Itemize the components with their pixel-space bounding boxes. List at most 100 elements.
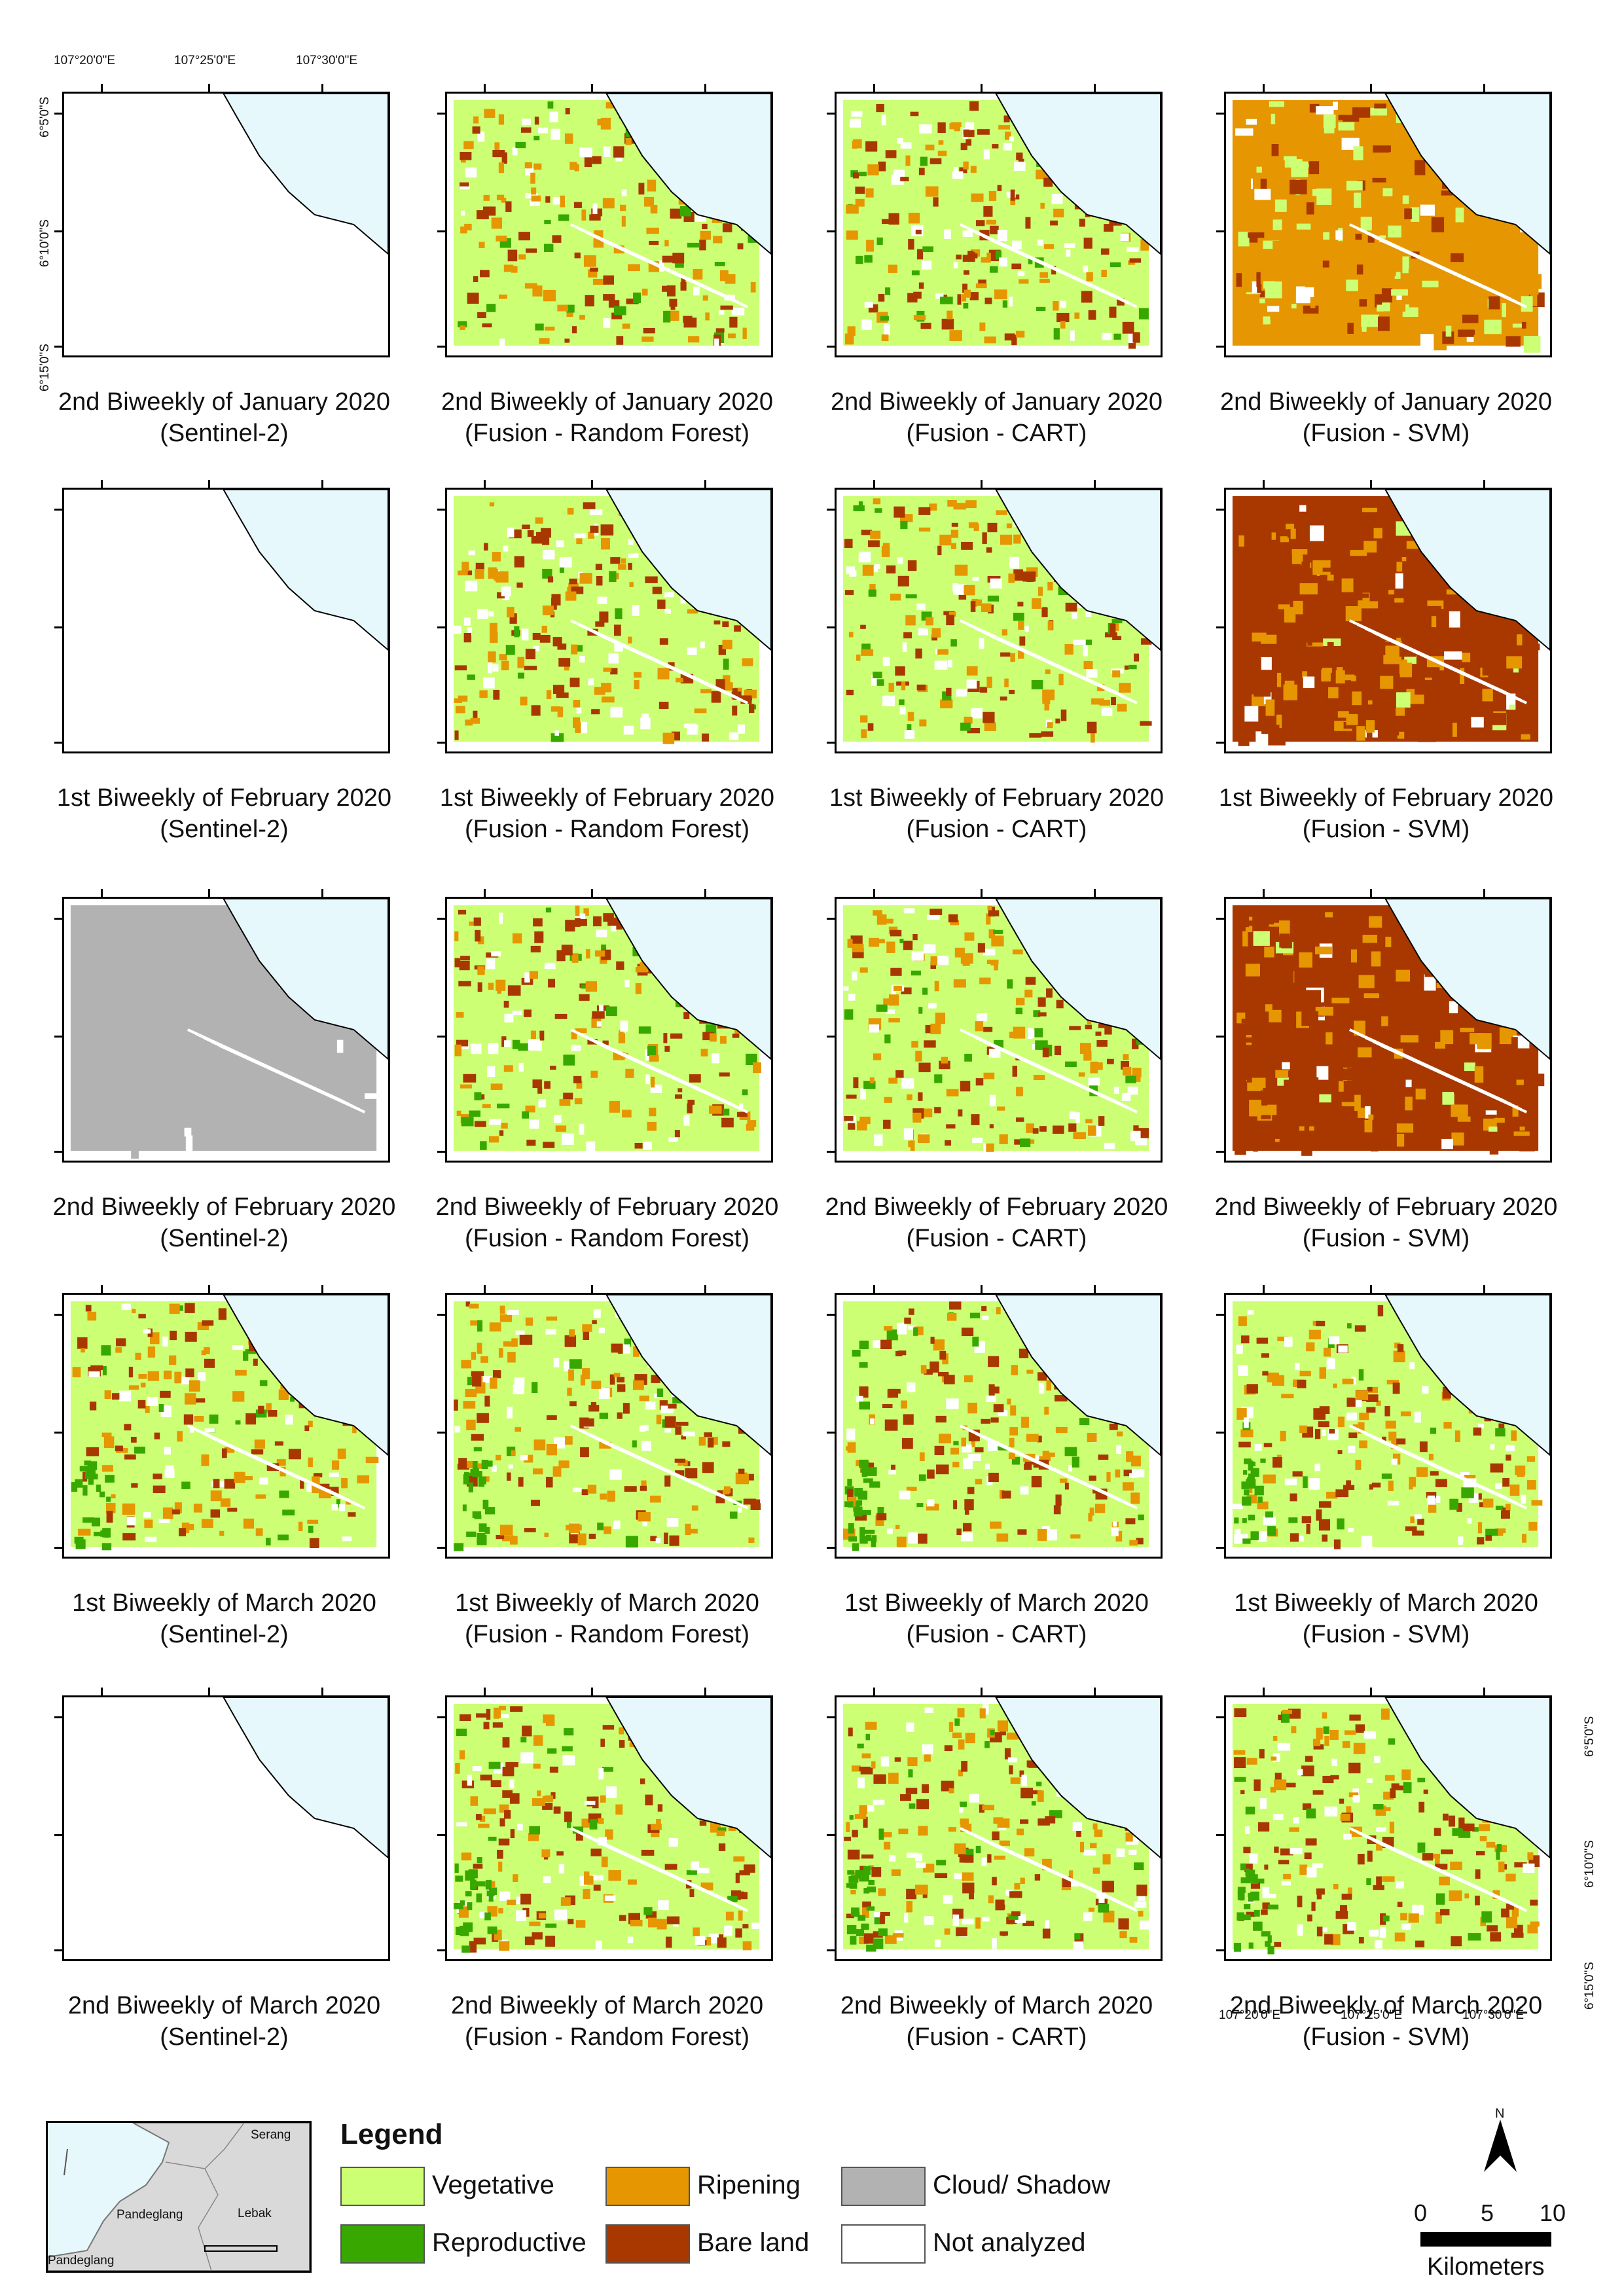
class-patch <box>1068 1870 1074 1880</box>
class-patch <box>971 193 984 202</box>
class-patch <box>981 1419 991 1424</box>
class-patch <box>977 129 990 135</box>
class-patch <box>1014 161 1026 172</box>
class-patch <box>1495 1428 1506 1437</box>
class-patch <box>1420 1110 1432 1116</box>
class-patch <box>1284 1782 1296 1788</box>
lat-tick <box>1216 1151 1224 1153</box>
class-patch <box>863 1816 868 1828</box>
class-patch <box>1512 323 1525 328</box>
class-patch <box>1297 565 1302 570</box>
class-patch <box>1475 1053 1482 1066</box>
class-patch <box>1241 552 1252 560</box>
class-patch <box>1256 272 1261 287</box>
class-patch <box>1234 1757 1246 1768</box>
class-patch <box>1315 1007 1333 1016</box>
class-patch <box>135 1352 141 1360</box>
class-patch <box>1301 1765 1314 1777</box>
class-patch <box>1083 660 1093 669</box>
class-patch <box>979 687 988 693</box>
class-patch <box>1043 177 1053 187</box>
class-patch <box>605 1829 613 1840</box>
class-patch <box>575 918 581 927</box>
class-patch <box>901 1400 907 1409</box>
class-patch <box>929 1361 939 1373</box>
class-patch <box>848 632 854 638</box>
class-patch <box>479 1911 488 1919</box>
reproductive-patch <box>1236 1912 1244 1921</box>
class-patch <box>721 1117 734 1128</box>
class-patch <box>1323 135 1342 141</box>
class-patch <box>1240 1081 1248 1094</box>
class-patch <box>604 1526 611 1534</box>
map-panel-r2-c2 <box>445 488 773 753</box>
class-patch <box>928 1002 937 1009</box>
class-patch <box>861 649 874 656</box>
class-patch <box>1269 101 1285 107</box>
class-patch <box>1435 1911 1442 1924</box>
class-patch <box>856 1396 863 1403</box>
class-patch <box>579 656 585 663</box>
class-patch <box>158 1403 164 1412</box>
class-patch <box>1390 1788 1396 1799</box>
class-patch <box>957 980 965 987</box>
class-patch <box>1362 618 1378 629</box>
class-patch <box>859 1341 869 1350</box>
class-patch <box>1374 1940 1382 1949</box>
class-patch <box>1274 1942 1282 1947</box>
class-patch <box>1248 657 1261 673</box>
class-patch <box>683 1012 690 1019</box>
class-patch <box>467 674 475 680</box>
class-patch <box>1091 732 1095 743</box>
class-patch <box>625 1536 638 1548</box>
class-patch <box>964 289 971 298</box>
class-patch <box>1055 718 1060 724</box>
class-patch <box>1513 1131 1530 1136</box>
class-patch <box>1521 296 1533 312</box>
class-patch <box>1365 1106 1371 1119</box>
lon-tick <box>208 480 210 488</box>
class-patch <box>1507 1066 1518 1073</box>
reproductive-patch <box>857 1915 866 1921</box>
class-patch <box>1098 1024 1108 1028</box>
class-patch <box>626 298 639 304</box>
class-patch <box>1116 1848 1125 1857</box>
class-patch <box>615 924 623 930</box>
class-patch <box>962 283 967 293</box>
class-patch <box>994 960 998 971</box>
class-patch <box>895 1525 900 1529</box>
class-patch <box>888 1077 898 1084</box>
class-patch <box>732 705 738 716</box>
class-patch <box>1530 295 1538 306</box>
class-patch <box>498 1908 503 1914</box>
lat-tick <box>437 230 445 232</box>
class-patch <box>1306 1524 1310 1534</box>
class-patch <box>1307 630 1312 646</box>
class-patch <box>939 1350 947 1360</box>
class-patch <box>1294 969 1301 986</box>
class-patch <box>456 1728 467 1736</box>
class-patch <box>502 1767 514 1777</box>
class-patch <box>891 1869 901 1876</box>
class-patch <box>904 1913 909 1923</box>
class-patch <box>1004 1748 1011 1760</box>
class-patch <box>567 587 573 592</box>
class-patch <box>1243 1847 1251 1854</box>
class-patch <box>1079 1043 1091 1055</box>
class-patch <box>466 1419 476 1430</box>
lat-tick <box>54 113 62 115</box>
class-patch <box>916 684 926 691</box>
class-patch <box>1392 1097 1400 1108</box>
class-patch <box>531 195 541 202</box>
class-patch <box>1236 1106 1244 1112</box>
class-patch <box>1373 1885 1384 1890</box>
class-patch <box>953 1441 959 1445</box>
class-patch <box>693 268 703 280</box>
class-patch <box>1111 696 1116 706</box>
class-patch <box>1498 1423 1505 1428</box>
class-patch <box>651 1076 655 1088</box>
class-patch <box>531 705 541 716</box>
sea-area <box>1384 899 1550 1060</box>
class-patch <box>1301 1516 1312 1524</box>
class-patch <box>501 1036 507 1047</box>
